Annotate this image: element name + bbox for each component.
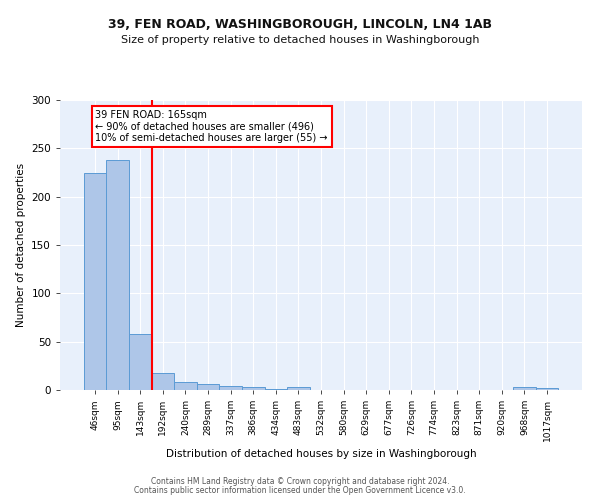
Text: Contains HM Land Registry data © Crown copyright and database right 2024.: Contains HM Land Registry data © Crown c… bbox=[151, 477, 449, 486]
Text: Size of property relative to detached houses in Washingborough: Size of property relative to detached ho… bbox=[121, 35, 479, 45]
Bar bbox=[152, 372, 174, 390]
Bar bbox=[287, 387, 310, 390]
Text: Contains public sector information licensed under the Open Government Licence v3: Contains public sector information licen… bbox=[134, 486, 466, 495]
Bar bbox=[197, 384, 220, 390]
Y-axis label: Number of detached properties: Number of detached properties bbox=[16, 163, 26, 327]
Bar bbox=[265, 389, 287, 390]
Bar bbox=[242, 387, 265, 390]
Text: 39, FEN ROAD, WASHINGBOROUGH, LINCOLN, LN4 1AB: 39, FEN ROAD, WASHINGBOROUGH, LINCOLN, L… bbox=[108, 18, 492, 30]
Bar bbox=[106, 160, 129, 390]
Bar bbox=[84, 172, 106, 390]
Bar bbox=[174, 382, 197, 390]
Bar bbox=[220, 386, 242, 390]
Bar bbox=[536, 388, 558, 390]
X-axis label: Distribution of detached houses by size in Washingborough: Distribution of detached houses by size … bbox=[166, 450, 476, 460]
Bar bbox=[513, 387, 536, 390]
Text: 39 FEN ROAD: 165sqm
← 90% of detached houses are smaller (496)
10% of semi-detac: 39 FEN ROAD: 165sqm ← 90% of detached ho… bbox=[95, 110, 328, 143]
Bar bbox=[129, 334, 152, 390]
